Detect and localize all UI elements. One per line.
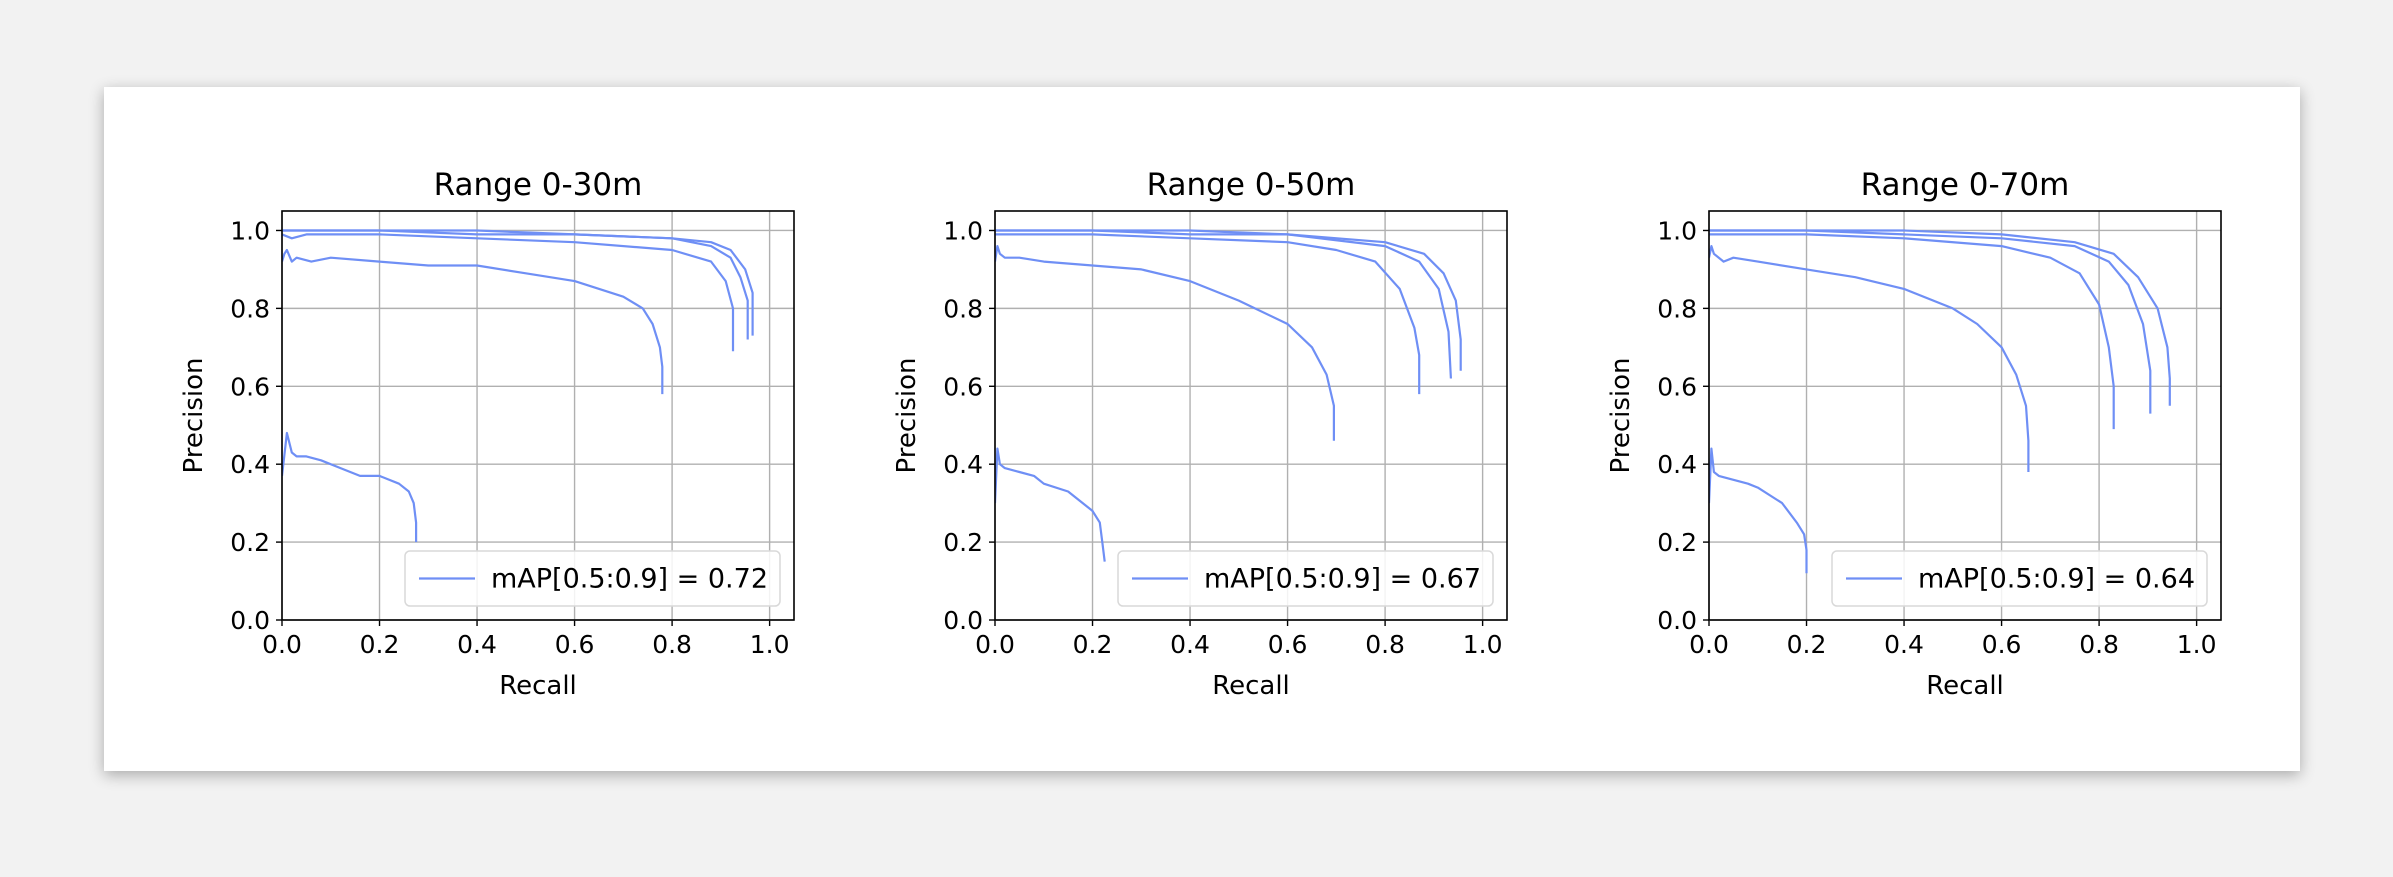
- x-tick-label: 0.6: [1268, 630, 1308, 659]
- x-axis-label: Recall: [499, 671, 577, 701]
- pr-curve-line-4: [282, 229, 749, 340]
- legend: mAP[0.5:0.9] = 0.67: [1117, 550, 1494, 607]
- axes-frame: [281, 210, 795, 621]
- figure-canvas: 0.0 0.2 0.4 0.6 0.8 1.0 0.0 0.2 0.4 0.6 0.8 1.0 Rang…: [179, 167, 2222, 701]
- figure-card: 0.0 0.2 0.4 0.6 0.8 1.0 0.0 0.2 0.4 0.6 0.8 1.0 Rang…: [104, 87, 2300, 771]
- y-tick-label: 0.2: [230, 528, 270, 557]
- legend-box: [1117, 550, 1494, 607]
- y-tick-label: 0.6: [943, 372, 983, 401]
- x-tick-label: 0.6: [555, 630, 595, 659]
- x-tick-label: 0.8: [2079, 630, 2119, 659]
- legend-label: mAP[0.5:0.9] = 0.64: [1918, 564, 2195, 595]
- x-tick-label: 0.4: [457, 630, 497, 659]
- legend-box: [404, 550, 781, 607]
- legend-label: mAP[0.5:0.9] = 0.72: [491, 564, 768, 595]
- x-tick-label: 0.2: [360, 630, 400, 659]
- x-tick-label: 0.2: [1073, 630, 1113, 659]
- pr-curve-line-2: [1709, 245, 2030, 472]
- x-tick-label: 0.2: [1787, 630, 1827, 659]
- pr-curve-line-1: [995, 447, 1106, 562]
- axes-frame: [1708, 210, 2222, 621]
- chart-panel-2: 0.0 0.2 0.4 0.6 0.8 1.0 0.0 0.2 0.4 0.6 0.8 1.0 Rang…: [892, 167, 1508, 701]
- legend-label: mAP[0.5:0.9] = 0.67: [1204, 564, 1481, 595]
- legend: mAP[0.5:0.9] = 0.64: [1831, 550, 2208, 607]
- y-tick-label: 0.6: [230, 372, 270, 401]
- x-tick-label: 1.0: [2177, 630, 2217, 659]
- chart-panel-1: 0.0 0.2 0.4 0.6 0.8 1.0 0.0 0.2 0.4 0.6 0.8 1.0 Rang…: [179, 167, 795, 701]
- pr-curve-line-5: [1709, 229, 2171, 406]
- y-tick-label: 1.0: [1657, 216, 1697, 245]
- chart-title: Range 0-30m: [434, 167, 643, 203]
- y-axis-label: Precision: [1606, 357, 1636, 473]
- y-tick-label: 0.4: [230, 450, 270, 479]
- axes-frame: [994, 210, 1508, 621]
- pr-curve-line-5: [282, 229, 754, 336]
- x-tick-label: 0.6: [1982, 630, 2022, 659]
- x-tick-label: 0.8: [1365, 630, 1405, 659]
- y-tick-label: 0.2: [943, 528, 983, 557]
- y-tick-label: 0.8: [1657, 294, 1697, 323]
- pr-curve-line-5: [995, 229, 1462, 371]
- y-tick-label: 0.2: [1657, 528, 1697, 557]
- y-axis-label: Precision: [892, 357, 922, 473]
- pr-curve-line-3: [282, 233, 735, 352]
- chart-title: Range 0-70m: [1861, 167, 2070, 203]
- x-tick-label: 0.0: [1689, 630, 1729, 659]
- legend-box: [1831, 550, 2208, 607]
- chart-panel-3: 0.0 0.2 0.4 0.6 0.8 1.0 0.0 0.2 0.4 0.6 0.8 1.0 Rang…: [1606, 167, 2222, 701]
- x-tick-label: 0.8: [652, 630, 692, 659]
- x-axis-label: Recall: [1212, 671, 1290, 701]
- pr-curve-line-4: [995, 229, 1452, 379]
- y-tick-label: 0.8: [943, 294, 983, 323]
- x-tick-label: 0.4: [1170, 630, 1210, 659]
- y-tick-label: 1.0: [230, 216, 270, 245]
- x-tick-label: 1.0: [750, 630, 790, 659]
- x-axis-label: Recall: [1926, 671, 2004, 701]
- y-tick-label: 0.4: [1657, 450, 1697, 479]
- y-tick-label: 1.0: [943, 216, 983, 245]
- y-tick-label: 0.4: [943, 450, 983, 479]
- x-tick-label: 1.0: [1463, 630, 1503, 659]
- x-tick-label: 0.0: [262, 630, 302, 659]
- pr-curve-line-3: [1709, 233, 2115, 430]
- pr-curve-line-1: [282, 431, 418, 543]
- pr-curve-line-3: [995, 233, 1421, 395]
- y-tick-label: 0.6: [1657, 372, 1697, 401]
- pr-curve-line-2: [282, 248, 664, 395]
- x-tick-label: 0.4: [1884, 630, 1924, 659]
- y-tick-label: 0.0: [230, 606, 270, 635]
- x-tick-label: 0.0: [975, 630, 1015, 659]
- legend: mAP[0.5:0.9] = 0.72: [404, 550, 781, 607]
- pr-curve-line-1: [1709, 447, 1808, 574]
- y-tick-label: 0.0: [943, 606, 983, 635]
- y-tick-label: 0.8: [230, 294, 270, 323]
- y-axis-label: Precision: [179, 357, 209, 473]
- chart-title: Range 0-50m: [1147, 167, 1356, 203]
- y-tick-label: 0.0: [1657, 606, 1697, 635]
- pr-curve-line-2: [995, 245, 1336, 441]
